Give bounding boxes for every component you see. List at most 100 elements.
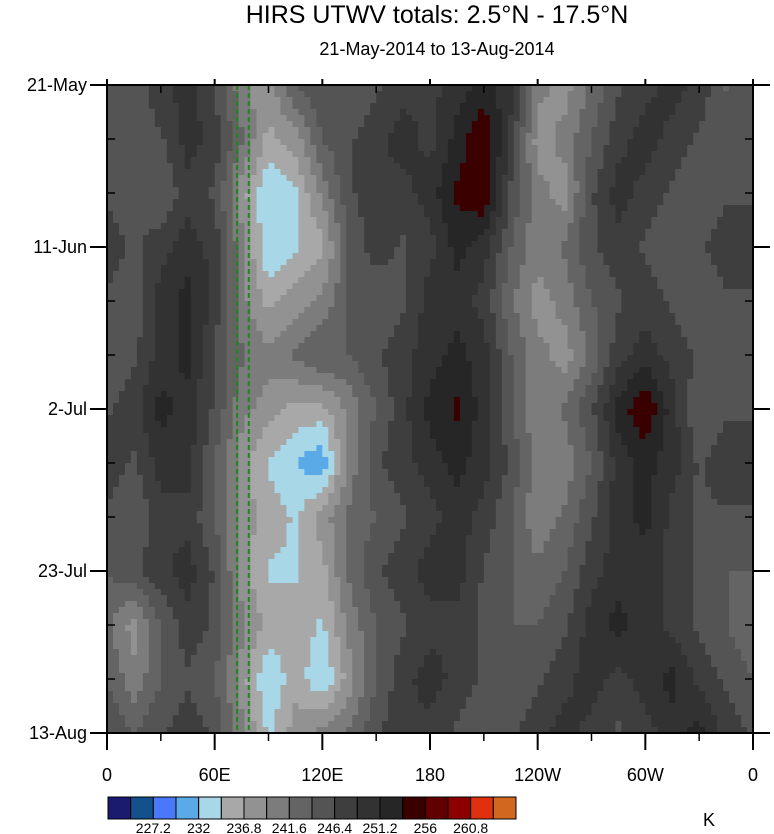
contour-cell bbox=[226, 319, 234, 326]
contour-cell bbox=[112, 127, 120, 134]
contour-cell bbox=[268, 163, 276, 170]
contour-cell bbox=[555, 157, 563, 164]
contour-cell bbox=[340, 193, 347, 200]
contour-cell bbox=[130, 85, 138, 92]
contour-cell bbox=[268, 157, 276, 164]
contour-cell bbox=[495, 259, 503, 266]
contour-cell bbox=[400, 349, 407, 356]
contour-cell bbox=[172, 307, 180, 314]
contour-cell bbox=[459, 127, 467, 134]
contour-cell bbox=[693, 181, 700, 188]
contour-cell bbox=[453, 325, 461, 332]
contour-cell bbox=[465, 103, 473, 110]
contour-cell bbox=[424, 289, 431, 296]
contour-cell bbox=[543, 151, 551, 158]
contour-cell bbox=[172, 115, 180, 122]
contour-cell bbox=[567, 97, 575, 104]
contour-cell bbox=[735, 277, 742, 284]
contour-cell bbox=[394, 97, 401, 104]
contour-cell bbox=[447, 139, 455, 146]
contour-cell bbox=[340, 331, 347, 338]
contour-cell bbox=[471, 247, 479, 254]
contour-cell bbox=[609, 97, 617, 104]
contour-cell bbox=[400, 193, 407, 200]
contour-cell bbox=[280, 259, 288, 266]
contour-cell bbox=[603, 205, 611, 212]
contour-cell bbox=[549, 241, 557, 248]
contour-cell bbox=[651, 307, 658, 314]
contour-cell bbox=[382, 253, 389, 260]
contour-cell bbox=[148, 193, 156, 200]
contour-cell bbox=[124, 211, 132, 218]
contour-cell bbox=[435, 247, 443, 254]
contour-cell bbox=[669, 91, 676, 98]
contour-cell bbox=[184, 187, 192, 194]
contour-cell bbox=[124, 343, 132, 350]
contour-cell bbox=[328, 325, 335, 332]
contour-cell bbox=[130, 115, 138, 122]
contour-cell bbox=[645, 151, 652, 158]
contour-cell bbox=[729, 283, 736, 290]
contour-cell bbox=[471, 187, 479, 194]
contour-cell bbox=[220, 193, 228, 200]
contour-cell bbox=[358, 85, 365, 92]
contour-cell bbox=[382, 301, 389, 308]
contour-cell bbox=[639, 169, 646, 176]
contour-cell bbox=[190, 265, 198, 272]
contour-cell bbox=[394, 109, 401, 116]
contour-cell bbox=[178, 85, 186, 92]
contour-cell bbox=[603, 247, 611, 254]
contour-cell bbox=[172, 211, 180, 218]
contour-cell bbox=[705, 265, 712, 272]
contour-cell bbox=[316, 319, 323, 326]
contour-cell bbox=[549, 277, 557, 284]
contour-cell bbox=[705, 247, 712, 254]
contour-cell bbox=[645, 283, 652, 290]
contour-cell bbox=[507, 349, 515, 356]
contour-cell bbox=[370, 259, 377, 266]
contour-cell bbox=[627, 157, 634, 164]
contour-cell bbox=[603, 127, 611, 134]
contour-cell bbox=[633, 301, 640, 308]
contour-cell bbox=[615, 325, 623, 332]
contour-cell bbox=[148, 91, 156, 98]
contour-cell bbox=[663, 265, 670, 272]
contour-cell bbox=[274, 271, 282, 278]
contour-cell bbox=[519, 193, 527, 200]
contour-cell bbox=[621, 277, 628, 284]
contour-cell bbox=[107, 265, 114, 272]
contour-cell bbox=[699, 139, 706, 146]
contour-cell bbox=[693, 127, 700, 134]
contour-cell bbox=[406, 175, 413, 182]
contour-cell bbox=[316, 343, 323, 350]
contour-cell bbox=[657, 199, 664, 206]
contour-cell bbox=[406, 163, 413, 170]
contour-cell bbox=[555, 163, 563, 170]
contour-cell bbox=[621, 325, 628, 332]
contour-cell bbox=[334, 301, 341, 308]
contour-cell bbox=[717, 85, 724, 92]
contour-cell bbox=[226, 331, 234, 338]
contour-cell bbox=[585, 349, 593, 356]
contour-cell bbox=[166, 163, 174, 170]
contour-cell bbox=[621, 289, 628, 296]
contour-cell bbox=[268, 253, 276, 260]
contour-cell bbox=[310, 97, 317, 104]
contour-cell bbox=[669, 223, 676, 230]
contour-cell bbox=[424, 103, 431, 110]
contour-cell bbox=[388, 325, 395, 332]
contour-cell bbox=[711, 325, 718, 332]
contour-cell bbox=[579, 121, 587, 128]
contour-cell bbox=[226, 247, 234, 254]
contour-cell bbox=[262, 337, 270, 344]
contour-cell bbox=[334, 133, 341, 140]
contour-cell bbox=[124, 97, 132, 104]
contour-cell bbox=[543, 109, 551, 116]
contour-cell bbox=[741, 163, 748, 170]
contour-cell bbox=[340, 229, 347, 236]
contour-cell bbox=[322, 211, 329, 218]
contour-cell bbox=[687, 265, 694, 272]
contour-cell bbox=[382, 139, 389, 146]
contour-cell bbox=[304, 163, 311, 170]
contour-cell bbox=[172, 343, 180, 350]
